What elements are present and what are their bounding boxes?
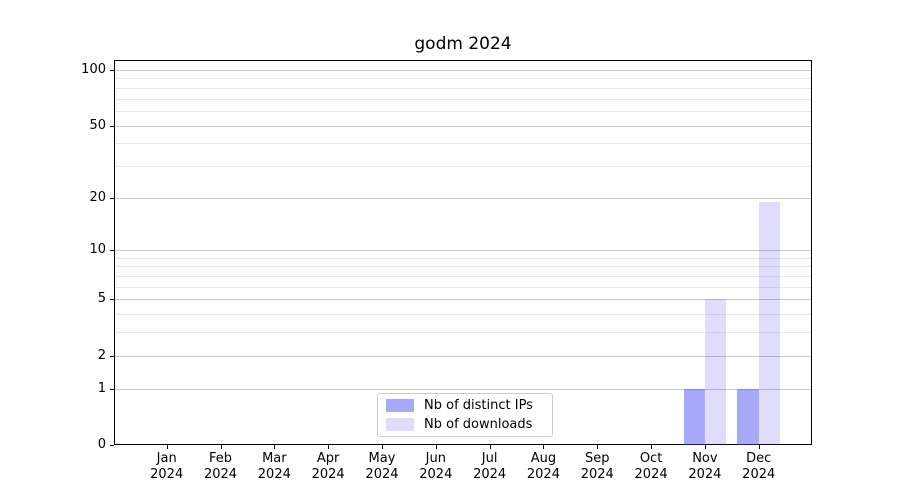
bar-nb-of-distinct-ips	[683, 388, 705, 445]
gridline-minor	[115, 257, 811, 259]
x-tick-mark	[381, 445, 383, 449]
x-tick-mark	[758, 445, 760, 449]
y-tick-mark	[110, 299, 114, 301]
x-tick-mark	[651, 445, 653, 449]
chart-title: godm 2024	[414, 34, 512, 54]
legend-swatch-distinct-ips-icon	[386, 399, 414, 412]
x-tick-mark	[435, 445, 437, 449]
x-tick-mark	[274, 445, 276, 449]
x-tick-mark	[328, 445, 330, 449]
legend-item-distinct-ips: Nb of distinct IPs	[386, 398, 544, 414]
gridline-major	[115, 299, 811, 301]
gridline-minor	[115, 98, 811, 100]
y-tick-label: 1	[97, 380, 106, 396]
plot-area	[114, 60, 812, 445]
y-tick-label: 50	[89, 117, 106, 133]
bar-nb-of-downloads	[758, 201, 781, 445]
y-tick-mark	[110, 197, 114, 199]
x-tick-label: Aug 2024	[526, 451, 560, 482]
gridline-minor	[115, 165, 811, 167]
gridline-minor	[115, 143, 811, 145]
gridline-minor	[115, 266, 811, 268]
gridline-major	[115, 388, 811, 390]
y-tick-mark	[110, 125, 114, 127]
gridline-minor	[115, 276, 811, 278]
x-tick-mark	[166, 445, 168, 449]
gridline-major	[115, 125, 811, 127]
x-tick-label: Jun 2024	[419, 451, 453, 482]
y-tick-label: 20	[89, 189, 106, 205]
y-tick-mark	[110, 355, 114, 357]
gridline-minor	[115, 286, 811, 288]
x-tick-label: Apr 2024	[311, 451, 345, 482]
y-tick-label: 10	[89, 242, 106, 258]
legend-label-downloads: Nb of downloads	[424, 416, 533, 432]
x-tick-mark	[543, 445, 545, 449]
gridline-major	[115, 197, 811, 199]
legend-swatch-downloads-icon	[386, 418, 414, 431]
gridline-minor	[115, 78, 811, 80]
gridline-major	[115, 250, 811, 252]
plot-canvas	[115, 61, 811, 445]
gridline-minor	[115, 314, 811, 316]
gridline-major	[115, 355, 811, 357]
x-tick-label: Sep 2024	[580, 451, 614, 482]
x-tick-label: Mar 2024	[257, 451, 291, 482]
legend: Nb of distinct IPs Nb of downloads	[377, 393, 553, 437]
x-tick-label: Dec 2024	[742, 451, 776, 482]
x-tick-label: Nov 2024	[688, 451, 722, 482]
x-tick-label: Jan 2024	[150, 451, 184, 482]
x-tick-label: Feb 2024	[203, 451, 238, 482]
bar-nb-of-downloads	[704, 299, 727, 445]
x-tick-mark	[704, 445, 706, 449]
x-tick-label: Jul 2024	[473, 451, 507, 482]
gridline-minor	[115, 110, 811, 112]
y-tick-label: 100	[81, 62, 106, 77]
y-tick-label: 5	[97, 291, 106, 307]
y-tick-mark	[110, 445, 114, 446]
x-tick-mark	[597, 445, 599, 449]
bar-nb-of-distinct-ips	[737, 388, 759, 445]
legend-item-downloads: Nb of downloads	[386, 417, 544, 433]
y-tick-mark	[110, 388, 114, 390]
y-tick-label: 0	[97, 437, 106, 452]
legend-label-distinct-ips: Nb of distinct IPs	[424, 397, 533, 413]
x-tick-mark	[489, 445, 491, 449]
gridline-minor	[115, 332, 811, 334]
y-tick-mark	[110, 70, 114, 71]
gridline-minor	[115, 87, 811, 89]
y-tick-label: 2	[97, 347, 106, 363]
x-tick-label: Oct 2024	[634, 451, 668, 482]
y-tick-mark	[110, 250, 114, 252]
gridline-major	[115, 70, 811, 71]
x-tick-label: May 2024	[365, 451, 399, 482]
x-tick-mark	[220, 445, 222, 449]
